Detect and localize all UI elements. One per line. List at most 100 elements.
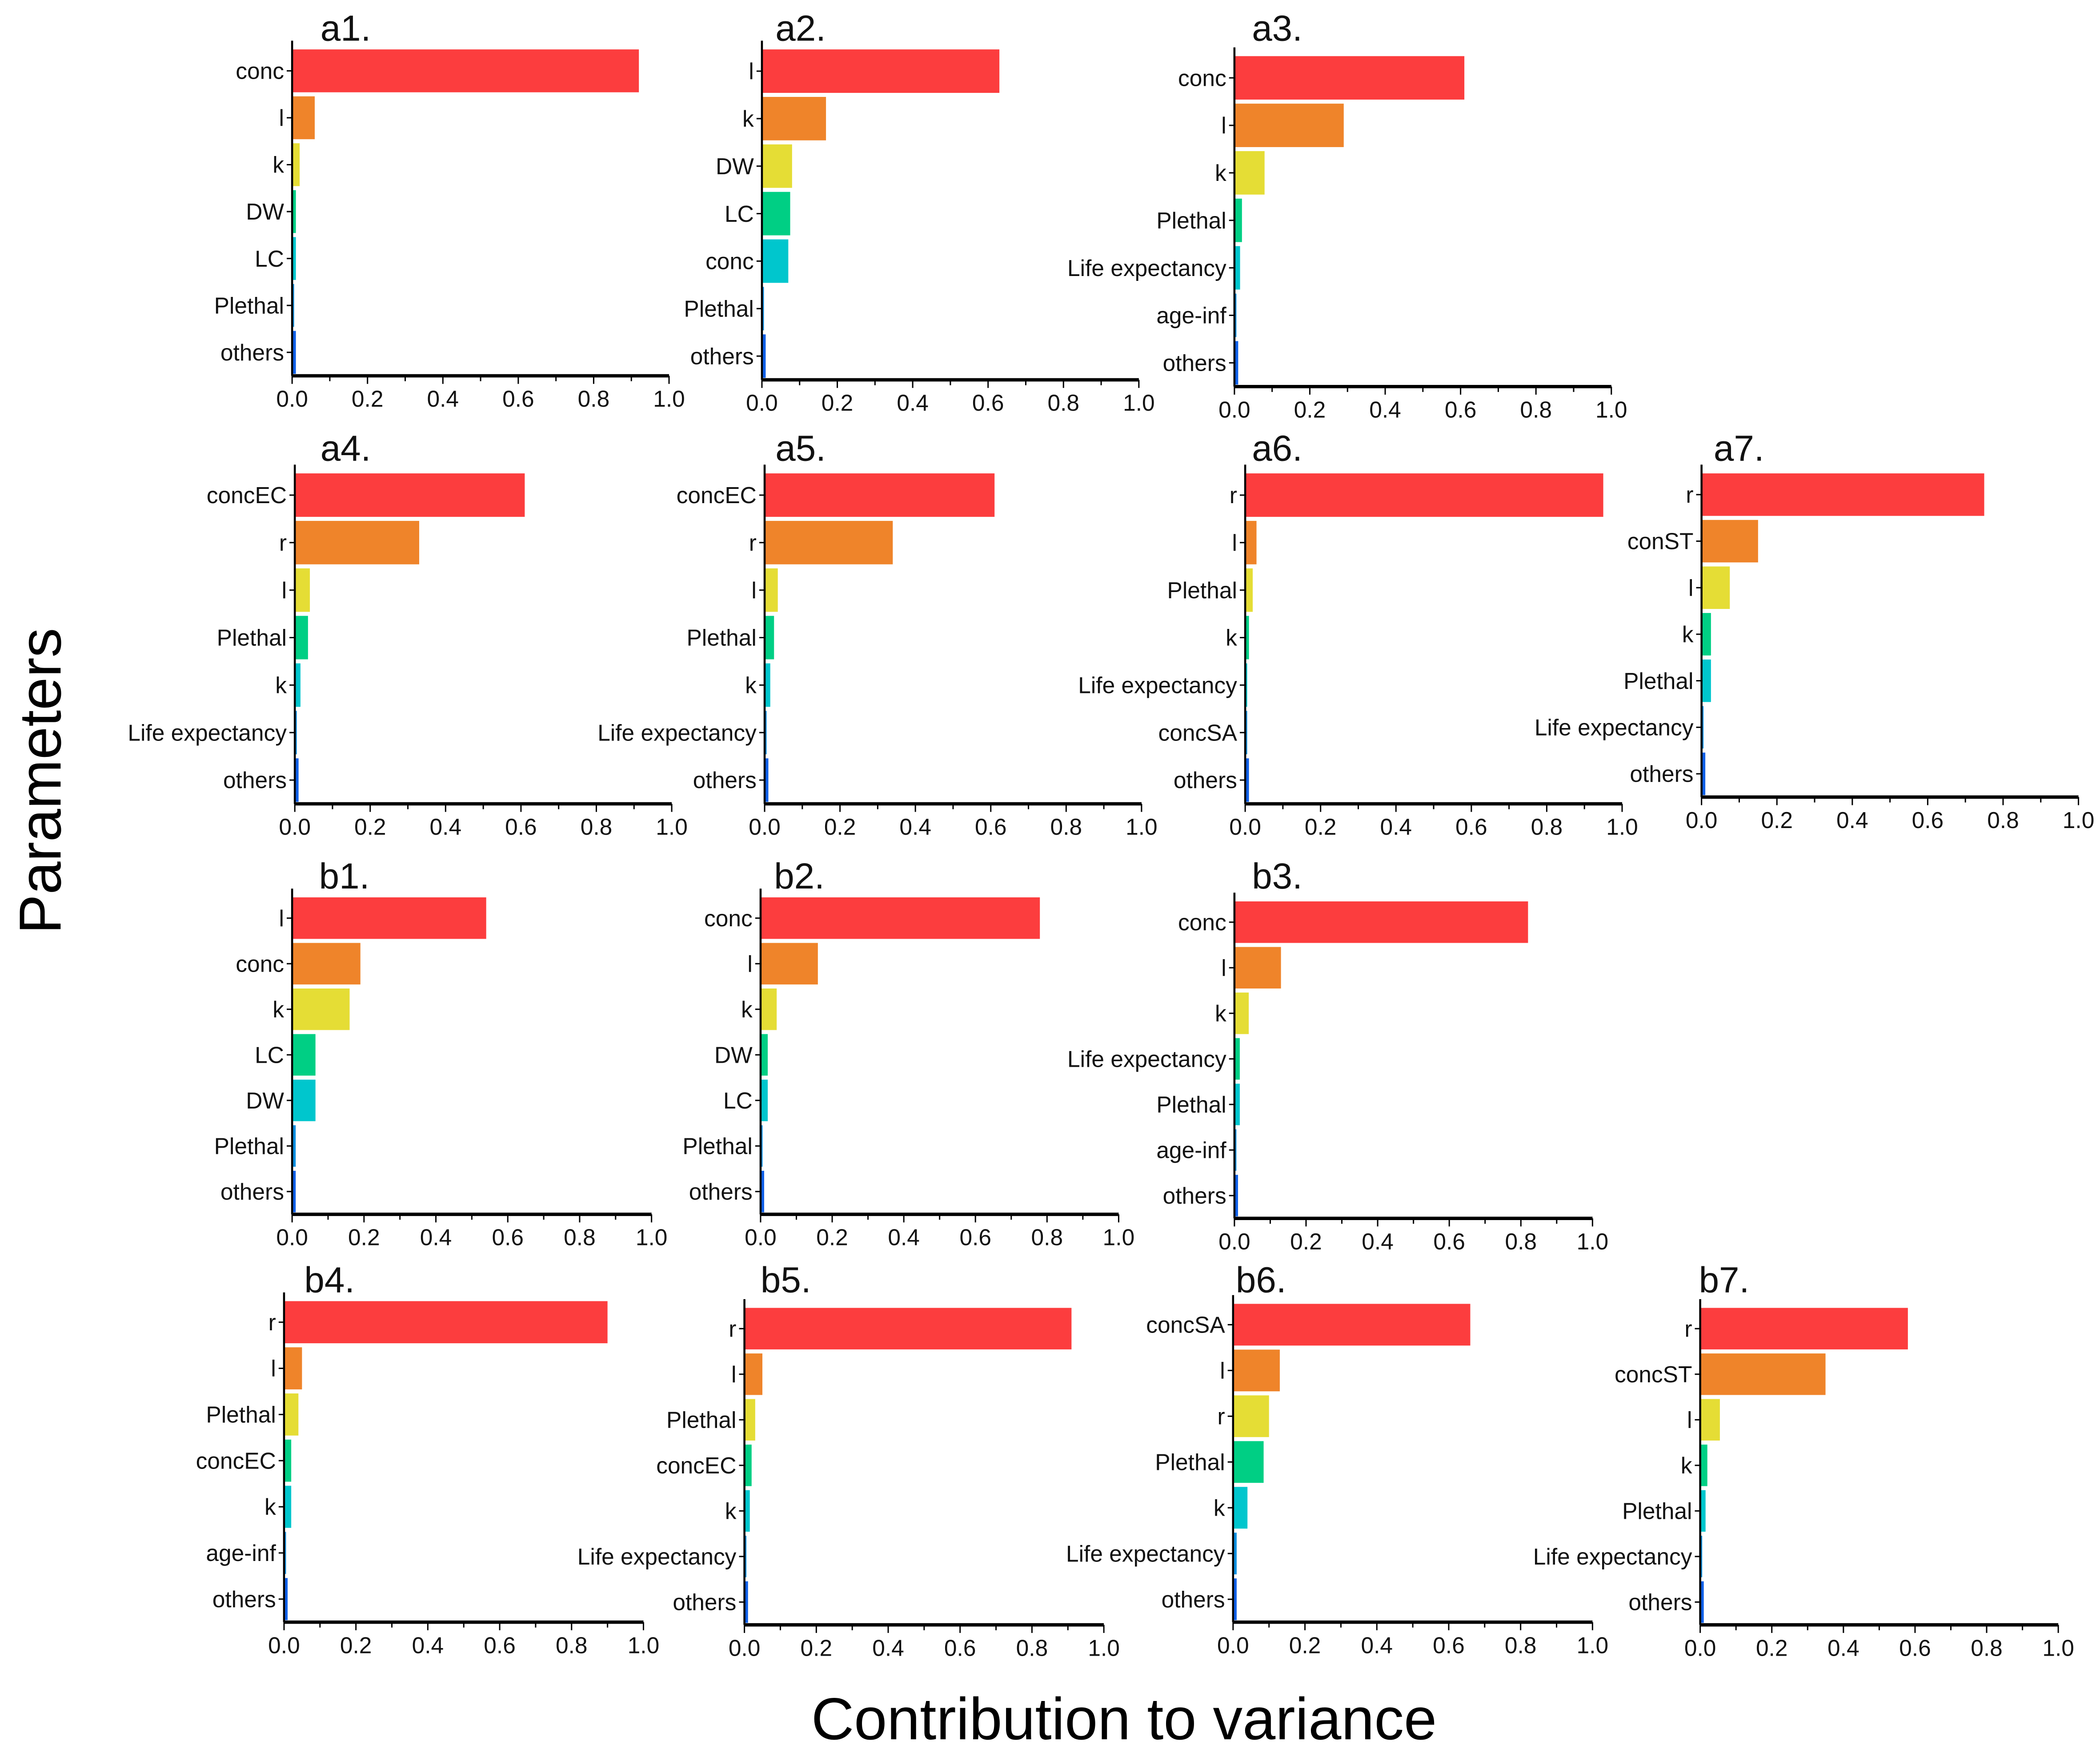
bar bbox=[744, 1490, 750, 1532]
panel-title: a3. bbox=[1252, 8, 1302, 48]
bar bbox=[1700, 1581, 1704, 1623]
bar bbox=[1245, 616, 1249, 660]
panel-a1: a1. conc lk DW LC Plethal others 0.0 0.2 0.4 0.6 0.… bbox=[214, 8, 685, 412]
bar bbox=[295, 520, 419, 564]
x-tick-label: 0.4 bbox=[888, 1225, 920, 1250]
category-label: r bbox=[1686, 482, 1693, 508]
panel-title: a1. bbox=[321, 8, 371, 48]
panel-a4: a4. concEC rl Plethal k Life expectancy others… bbox=[128, 428, 688, 840]
category-label: LC bbox=[255, 246, 284, 272]
panel-a2: a2. lk DW LC conc Plethal others 0.0 0.2 0.4 0.6 0.… bbox=[684, 8, 1154, 416]
category-label: Life expectancy bbox=[1078, 672, 1237, 698]
bar bbox=[761, 334, 766, 378]
bar bbox=[292, 988, 350, 1030]
category-label: Plethal bbox=[217, 625, 287, 651]
bar bbox=[292, 331, 296, 374]
panel-b6: b6. concSA lr Plethal k Life expectancy others… bbox=[1066, 1260, 1608, 1658]
x-tick-label: 0.0 bbox=[276, 1225, 308, 1250]
x-tick-label: 0.6 bbox=[1433, 1632, 1465, 1658]
category-label: concEC bbox=[207, 482, 287, 508]
bar bbox=[765, 473, 995, 517]
category-label: concEC bbox=[656, 1453, 736, 1478]
category-label: l bbox=[749, 58, 753, 84]
bar bbox=[284, 1301, 608, 1344]
category-label: others bbox=[1628, 1589, 1692, 1615]
x-tick-label: 0.4 bbox=[1362, 1229, 1394, 1254]
bar bbox=[292, 1125, 296, 1167]
panel-a7: a7. r conST lk Plethal Life expectancy others 0… bbox=[1535, 428, 2095, 833]
x-tick-label: 0.8 bbox=[1531, 814, 1563, 840]
x-tick-label: 0.4 bbox=[1380, 814, 1412, 840]
bar bbox=[295, 473, 525, 517]
x-tick-label: 0.6 bbox=[492, 1225, 524, 1250]
x-tick-label: 0.0 bbox=[1218, 1229, 1250, 1254]
bar bbox=[292, 237, 296, 280]
x-tick-label: 0.2 bbox=[816, 1225, 848, 1250]
category-label: others bbox=[673, 1589, 736, 1615]
x-tick-label: 1.0 bbox=[1088, 1635, 1120, 1661]
x-tick-label: 0.4 bbox=[430, 814, 462, 840]
category-label: r bbox=[1218, 1403, 1225, 1429]
x-tick-label: 0.8 bbox=[1505, 1229, 1537, 1254]
bar bbox=[761, 144, 792, 188]
category-label: DW bbox=[714, 1042, 753, 1068]
bar bbox=[765, 520, 893, 564]
bar bbox=[744, 1399, 755, 1441]
bar bbox=[292, 96, 315, 140]
bar bbox=[1233, 1487, 1248, 1529]
bar bbox=[292, 897, 486, 939]
category-label: Life expectancy bbox=[1067, 255, 1226, 281]
category-label: others bbox=[693, 767, 757, 793]
bar bbox=[295, 758, 299, 802]
x-tick-label: 0.4 bbox=[1827, 1635, 1860, 1661]
category-label: l bbox=[1220, 1358, 1225, 1384]
x-tick-label: 0.6 bbox=[1455, 814, 1487, 840]
bar bbox=[1245, 758, 1249, 802]
bar bbox=[1245, 473, 1603, 517]
panel-a3: a3. conc lk Plethal Life expectancy age-inf ot… bbox=[1067, 8, 1627, 422]
panel-b4: b4. rl Plethal concEC k age-inf others 0.0 0.2 0.… bbox=[196, 1260, 660, 1658]
category-label: Plethal bbox=[214, 292, 284, 318]
bar bbox=[744, 1308, 1072, 1349]
bar bbox=[760, 1171, 764, 1213]
x-tick-label: 0.2 bbox=[1756, 1635, 1788, 1661]
bar bbox=[744, 1445, 752, 1486]
bar bbox=[1234, 198, 1242, 242]
x-tick-label: 0.8 bbox=[564, 1225, 596, 1250]
category-label: Plethal bbox=[1156, 208, 1226, 233]
x-tick-label: 0.4 bbox=[872, 1635, 904, 1661]
category-label: k bbox=[1682, 621, 1694, 647]
bar bbox=[1701, 473, 1984, 516]
category-label: l bbox=[731, 1361, 736, 1387]
category-label: r bbox=[749, 530, 757, 556]
category-label: conc bbox=[236, 951, 284, 977]
bar bbox=[1701, 659, 1711, 702]
panel-title: b7. bbox=[1699, 1260, 1750, 1301]
panel-title: a6. bbox=[1252, 428, 1302, 468]
bar bbox=[295, 663, 301, 707]
category-label: concSA bbox=[1146, 1312, 1225, 1338]
x-tick-label: 0.0 bbox=[268, 1632, 300, 1658]
x-tick-label: 0.0 bbox=[1684, 1635, 1716, 1661]
x-tick-label: 0.2 bbox=[348, 1225, 380, 1250]
bar bbox=[1234, 993, 1249, 1034]
x-tick-label: 1.0 bbox=[1606, 814, 1638, 840]
category-label: conc bbox=[1178, 909, 1226, 935]
bar bbox=[284, 1439, 292, 1482]
bar bbox=[1700, 1445, 1707, 1486]
category-label: Plethal bbox=[1156, 1092, 1226, 1117]
category-label: r bbox=[269, 1309, 276, 1335]
x-tick-label: 0.4 bbox=[412, 1632, 444, 1658]
x-tick-label: 0.6 bbox=[1899, 1635, 1931, 1661]
category-label: l bbox=[271, 1356, 276, 1381]
x-tick-label: 0.8 bbox=[1520, 396, 1552, 422]
category-label: DW bbox=[246, 199, 284, 224]
x-tick-label: 0.0 bbox=[729, 1635, 761, 1661]
bar bbox=[1234, 901, 1528, 943]
category-label: Plethal bbox=[684, 296, 753, 321]
x-tick-label: 1.0 bbox=[1595, 396, 1627, 422]
category-label: concSA bbox=[1158, 720, 1238, 745]
x-tick-label: 0.0 bbox=[279, 814, 311, 840]
bar bbox=[292, 49, 639, 92]
bar bbox=[1700, 1399, 1720, 1441]
